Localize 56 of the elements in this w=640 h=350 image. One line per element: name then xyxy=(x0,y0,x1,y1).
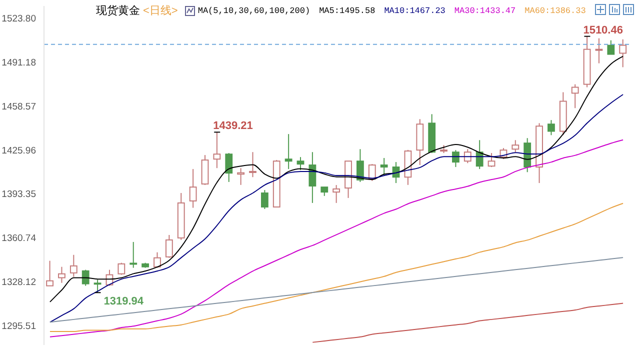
annotation: 1319.94 xyxy=(104,296,144,308)
line-series xyxy=(49,202,624,332)
text: MA30:1433.47 xyxy=(454,6,516,16)
candlestick xyxy=(595,38,603,64)
y-tick-label: 1328.12 xyxy=(2,276,36,288)
annotation: 1510.46 xyxy=(583,24,623,36)
text: MA60:1386.33 xyxy=(524,6,586,16)
candlestick xyxy=(548,120,555,136)
candlestick xyxy=(154,252,161,268)
candlestick xyxy=(619,38,627,68)
y-tick-label: 1360.74 xyxy=(2,233,36,244)
candlestick xyxy=(260,190,268,210)
candlestick xyxy=(380,158,388,176)
candlestick xyxy=(464,148,472,164)
candlestick xyxy=(82,269,90,286)
candlestick xyxy=(165,234,173,258)
candlestick xyxy=(284,134,292,170)
line-series xyxy=(312,302,624,343)
line-series xyxy=(49,94,624,323)
candlestick xyxy=(118,262,126,276)
y-tick-label: 1393.35 xyxy=(2,189,36,200)
candlestick xyxy=(130,241,138,268)
candlestick xyxy=(524,138,532,173)
candlestick xyxy=(452,150,460,168)
candlestick xyxy=(332,184,340,204)
text: MA10:1467.23 xyxy=(384,6,446,16)
candlestick xyxy=(356,148,364,182)
annotation: 1439.21 xyxy=(213,120,253,132)
y-tick-label: 1491.18 xyxy=(2,58,36,69)
y-tick-label: 1425.96 xyxy=(2,145,36,156)
line-series xyxy=(49,139,624,338)
candlestick xyxy=(94,279,102,294)
y-tick-label: 1458.57 xyxy=(2,102,36,112)
candlestick xyxy=(213,132,221,169)
candlestick xyxy=(237,168,245,186)
chart-title: 现货黄金 xyxy=(96,4,140,18)
text: MA5:1495.58 xyxy=(319,6,376,16)
candlestick xyxy=(225,152,233,182)
legend-title: MA(5,10,30,60,100,200) xyxy=(198,6,310,16)
candlestick xyxy=(58,266,66,284)
candlestick xyxy=(571,84,579,109)
candlestick xyxy=(512,140,520,153)
y-tick-label: 1523.80 xyxy=(2,14,36,25)
candlestick xyxy=(189,168,197,208)
line-series xyxy=(49,257,624,323)
candlestick xyxy=(607,40,615,55)
candlestick xyxy=(308,152,316,204)
candlestick xyxy=(46,260,54,286)
candlestick xyxy=(249,152,256,178)
candlestick xyxy=(296,156,304,170)
candlestick xyxy=(488,152,496,168)
candlestick xyxy=(70,254,78,278)
candlestick xyxy=(368,164,376,182)
chart-subtitle: <日线> xyxy=(143,4,178,18)
candlestick xyxy=(201,154,209,186)
y-tick-label: 1295.51 xyxy=(2,320,36,332)
